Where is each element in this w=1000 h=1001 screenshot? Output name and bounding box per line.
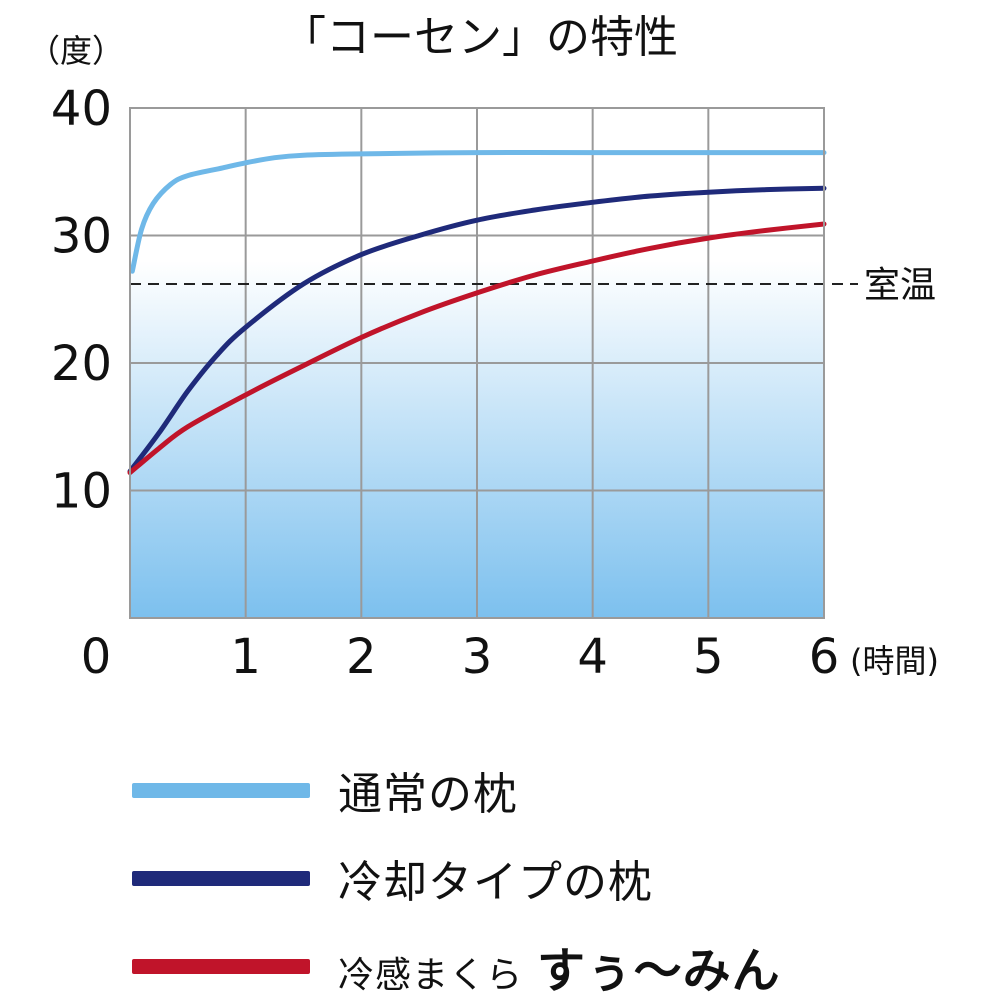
x-tick-label: 0 xyxy=(81,629,112,685)
legend-swatch-normal xyxy=(132,782,310,798)
plot-frame xyxy=(129,107,825,619)
legend-label-normal: 通常の枕 xyxy=(338,769,518,820)
series-layer xyxy=(127,150,827,476)
x-tick-label: 6 xyxy=(809,629,840,685)
x-tick-label: 1 xyxy=(230,629,261,685)
y-axis-label: （度） xyxy=(28,32,124,70)
x-tick-label: 2 xyxy=(346,629,377,685)
chart: 0 1 2 3 4 5 6 10 20 30 40 「コーセン」の特性 （度） (時間) 室温 xyxy=(28,12,939,685)
x-tick-label: 5 xyxy=(693,629,724,685)
series-line-cooling xyxy=(127,185,827,474)
x-tick-label: 3 xyxy=(462,629,493,685)
x-tick-label: 4 xyxy=(577,629,608,685)
legend-swatch-kosen xyxy=(132,958,310,974)
tick-labels: 0 1 2 3 4 5 6 10 20 30 40 xyxy=(51,81,839,685)
legend-item-normal: 通常の枕 xyxy=(132,760,518,820)
chart-title: 「コーセン」の特性 xyxy=(282,12,678,63)
temperature-chart-svg: 0 1 2 3 4 5 6 10 20 30 40 「コーセン」の特性 （度） (時間) 室温 xyxy=(28,12,939,685)
room-temperature-label: 室温 xyxy=(864,265,936,306)
legend-label-kosen-brand: すぅ〜みん xyxy=(537,943,781,999)
legend-item-kosen: 冷感まくら すぅ〜みん xyxy=(132,936,781,999)
series-line-kosen xyxy=(127,221,827,476)
y-tick-label: 40 xyxy=(51,81,112,137)
grid xyxy=(130,108,824,618)
legend-swatch-cooling xyxy=(132,870,310,886)
legend-label-cooling: 冷却タイプの枕 xyxy=(338,857,653,908)
legend-label-kosen: 冷感まくら すぅ〜みん xyxy=(338,931,781,1001)
legend-item-cooling: 冷却タイプの枕 xyxy=(132,848,653,908)
legend: 通常の枕 冷却タイプの枕 冷感まくら すぅ〜みん xyxy=(0,730,1000,1000)
series-line-normal xyxy=(129,150,827,274)
legend-label-kosen-prefix: 冷感まくら xyxy=(338,955,524,996)
y-tick-label: 30 xyxy=(51,209,112,265)
y-tick-label: 20 xyxy=(51,336,112,392)
x-axis-label: (時間) xyxy=(850,642,939,680)
y-tick-label: 10 xyxy=(51,464,112,520)
